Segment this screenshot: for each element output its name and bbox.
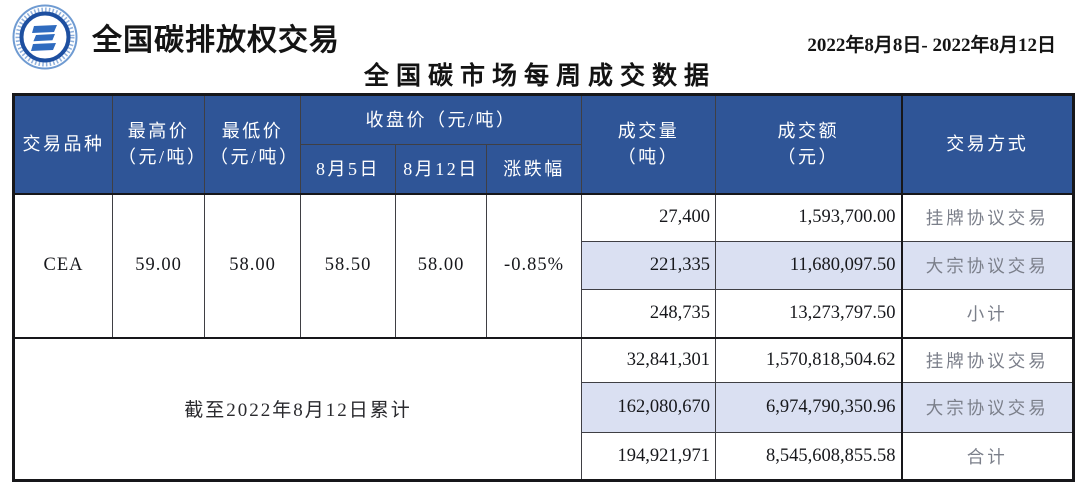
- table-row-cum-listed: 截至2022年8月12日累计 32,841,301 1,570,818,504.…: [12, 336, 1075, 481]
- col-header-product: 交易品种: [13, 94, 113, 194]
- col-header-amount-unit: （元）: [777, 147, 840, 168]
- change-cell: -0.85%: [485, 192, 583, 338]
- col-header-close-group-label: 收盘价（元/吨）: [365, 110, 517, 130]
- col-header-volume-unit: （吨）: [617, 147, 680, 168]
- table-row-cum-total: 194,921,971 8,545,608,855.58 合计: [14, 432, 1075, 481]
- col-header-high-unit: （元/吨）: [118, 147, 205, 168]
- header-row-1: 交易品种 最高价 （元/吨） 最低价 （元/吨） 收盘价（元/吨） 成交量 （吨…: [13, 94, 1075, 194]
- col-header-aug5: 8月5日: [300, 144, 396, 194]
- method-cell: 大宗协议交易: [900, 382, 1075, 433]
- volume-cell: 194,921,971: [581, 432, 717, 481]
- col-header-method-label: 交易方式: [946, 134, 1029, 155]
- col-header-low: 最低价 （元/吨）: [204, 94, 301, 194]
- volume-cell: 162,080,670: [581, 382, 717, 433]
- high-price-cell: 59.00: [112, 192, 205, 338]
- col-header-volume-label: 成交量: [617, 121, 680, 142]
- method-cell: 挂牌协议交易: [900, 336, 1075, 383]
- col-header-aug5-label: 8月5日: [316, 158, 380, 179]
- col-header-aug12-label: 8月12日: [403, 158, 479, 179]
- col-header-high-label: 最高价: [127, 121, 190, 142]
- volume-cell: 221,335: [581, 241, 717, 290]
- amount-cell: 11,680,097.50: [715, 241, 903, 290]
- product-cell: CEA: [13, 192, 113, 338]
- col-header-volume: 成交量 （吨）: [581, 94, 717, 194]
- col-header-method: 交易方式: [900, 94, 1075, 194]
- table-title: 全国碳市场每周成交数据: [363, 63, 716, 90]
- weekly-trades-table-wrap: 交易品种 最高价 （元/吨） 最低价 （元/吨） 收盘价（元/吨） 成交量 （吨…: [12, 93, 1076, 482]
- col-header-low-unit: （元/吨）: [210, 147, 300, 168]
- col-header-amount-label: 成交额: [777, 121, 840, 142]
- col-header-change: 涨跌幅: [485, 144, 583, 194]
- amount-cell: 6,974,790,350.96: [715, 382, 903, 433]
- col-header-low-label: 最低价: [221, 121, 284, 142]
- low-price-cell: 58.00: [204, 192, 301, 338]
- volume-cell: 27,400: [581, 192, 717, 242]
- amount-cell: 13,273,797.50: [715, 289, 903, 338]
- table-row-week-block: 221,335 11,680,097.50 大宗协议交易: [14, 241, 1075, 290]
- brand-title: 全国碳排放权交易: [92, 24, 340, 57]
- col-header-aug12: 8月12日: [395, 144, 487, 194]
- method-cell: 大宗协议交易: [900, 241, 1075, 290]
- table-row-week-listed: CEA 59.00 58.00 58.50 58.00 -0.85% 27,40…: [13, 192, 1075, 338]
- volume-cell: 248,735: [581, 289, 717, 338]
- report-period: 2022年8月8日- 2022年8月12日: [807, 35, 1056, 56]
- table-row-week-subtotal: 248,735 13,273,797.50 小计: [14, 289, 1075, 338]
- method-cell: 合计: [900, 432, 1075, 481]
- volume-cell: 32,841,301: [581, 336, 717, 383]
- col-header-change-label: 涨跌幅: [503, 158, 565, 179]
- amount-cell: 1,593,700.00: [715, 192, 903, 242]
- method-cell: 小计: [900, 289, 1075, 338]
- cumulative-label-cell: 截至2022年8月12日累计: [12, 336, 583, 481]
- col-header-amount: 成交额 （元）: [715, 94, 903, 194]
- col-header-high: 最高价 （元/吨）: [112, 94, 205, 194]
- col-header-product-label: 交易品种: [22, 134, 105, 155]
- col-header-close-group: 收盘价（元/吨）: [299, 94, 583, 145]
- amount-cell: 1,570,818,504.62: [715, 336, 903, 383]
- carbon-exchange-logo-icon: [12, 4, 78, 70]
- weekly-trades-table: 交易品种 最高价 （元/吨） 最低价 （元/吨） 收盘价（元/吨） 成交量 （吨…: [12, 93, 1076, 482]
- method-cell: 挂牌协议交易: [900, 192, 1075, 242]
- close-aug5-cell: 58.50: [300, 192, 396, 338]
- close-aug12-cell: 58.00: [395, 192, 487, 338]
- amount-cell: 8,545,608,855.58: [715, 432, 903, 481]
